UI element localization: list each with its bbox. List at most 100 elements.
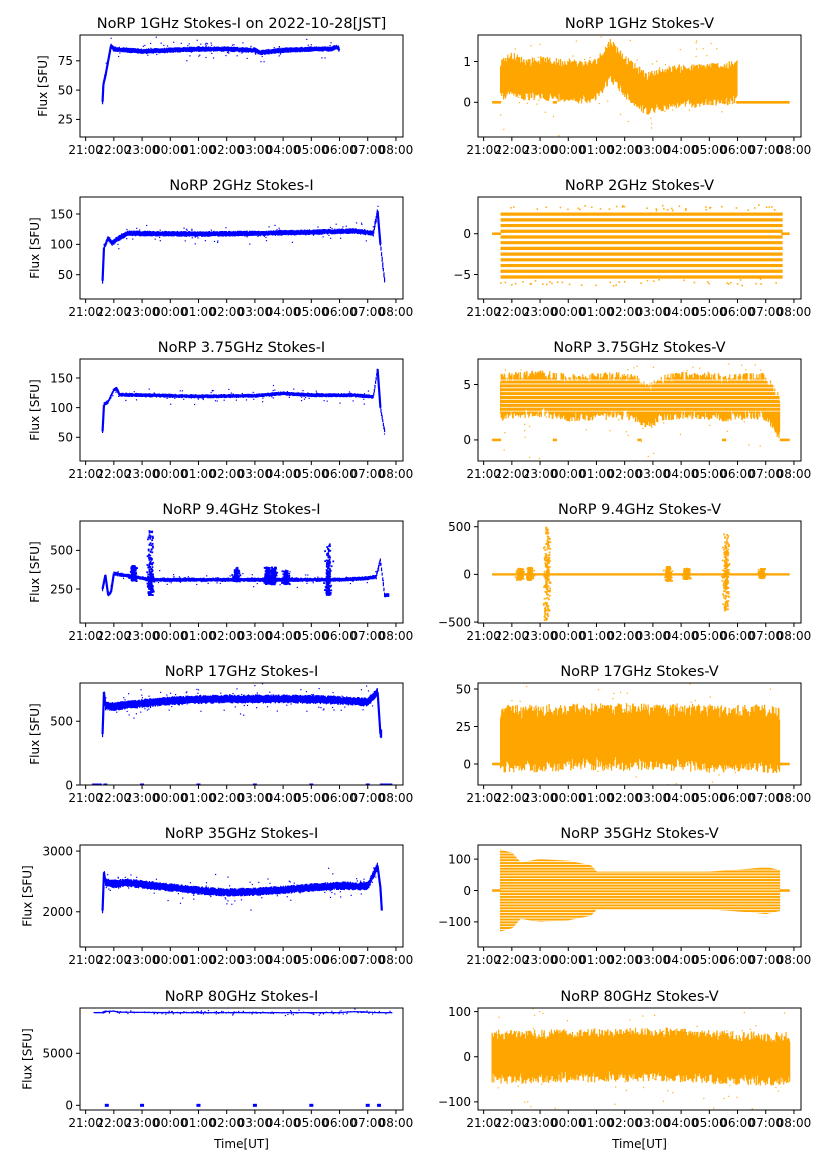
- data-point: [362, 709, 364, 711]
- data-point: [514, 282, 517, 285]
- spike-point: [131, 569, 133, 572]
- spike-point: [274, 580, 277, 583]
- spike-point: [727, 559, 729, 562]
- spike-point: [147, 554, 150, 557]
- spike-point: [148, 577, 151, 580]
- data-point: [603, 1049, 606, 1051]
- spike-point: [232, 579, 234, 582]
- data-point: [342, 577, 344, 580]
- y-axis-label: Flux [SFU]: [21, 865, 35, 926]
- data-point: [277, 578, 279, 580]
- data-point: [194, 890, 196, 892]
- data-point: [306, 578, 308, 581]
- spike-point: [149, 587, 152, 590]
- panel-9.4GHz-V: 21:0022:0023:0000:0001:0002:0003:0004:00…: [438, 502, 811, 643]
- data-point: [135, 399, 138, 401]
- data-point: [500, 114, 502, 116]
- data-point: [366, 1010, 368, 1012]
- data-point: [253, 398, 255, 400]
- data-point: [373, 867, 375, 869]
- spike-point: [726, 566, 728, 569]
- spike-point: [548, 581, 551, 584]
- data-point: [210, 391, 212, 394]
- axes-frame: [477, 682, 802, 786]
- data-point: [524, 423, 526, 426]
- data-point: [268, 394, 270, 396]
- x-tick-label: 07:00: [350, 953, 385, 967]
- data-point: [615, 716, 617, 718]
- data-point: [296, 394, 299, 396]
- data-point: [156, 1012, 158, 1015]
- data-point: [216, 400, 218, 402]
- data-point: [151, 881, 154, 883]
- spike-point: [547, 607, 549, 610]
- y-tick-label: 2000: [42, 905, 73, 919]
- spike-point: [723, 553, 726, 556]
- spike-point: [728, 544, 730, 546]
- data-point: [301, 396, 303, 398]
- spike-point: [281, 570, 284, 573]
- data-point: [735, 207, 738, 209]
- data-point: [254, 52, 257, 54]
- x-tick-label: 07:00: [748, 629, 783, 643]
- x-tick-label: 22:00: [97, 953, 132, 967]
- spike-point: [147, 592, 150, 594]
- data-point: [240, 899, 243, 901]
- data-point: [170, 48, 173, 50]
- zero-point: [382, 783, 387, 785]
- x-tick-label: 02:00: [209, 629, 244, 643]
- data-point: [315, 393, 318, 395]
- data-point: [159, 579, 161, 582]
- y-tick-label: 50: [456, 682, 471, 696]
- spike-point: [269, 583, 272, 585]
- spike-point: [723, 582, 725, 585]
- data-point: [606, 719, 609, 722]
- data-point: [760, 1052, 762, 1054]
- series-edge: [110, 44, 115, 50]
- spike-point: [267, 580, 270, 583]
- data-point: [132, 238, 134, 240]
- data-point: [329, 890, 331, 892]
- data-point: [686, 333, 687, 334]
- data-point: [289, 1009, 292, 1012]
- data-point: [302, 389, 304, 392]
- spike-point: [727, 592, 730, 595]
- data-point: [286, 391, 289, 393]
- spike-point: [131, 576, 134, 578]
- spike-point: [264, 580, 267, 583]
- data-point: [727, 98, 729, 100]
- data-point: [149, 706, 152, 709]
- spike-point: [725, 588, 728, 591]
- spike-point: [521, 575, 524, 578]
- data-point: [527, 95, 529, 97]
- data-point: [664, 110, 666, 112]
- data-point: [228, 52, 230, 54]
- series-band: [491, 1027, 791, 1086]
- spike-point: [727, 542, 730, 545]
- data-point: [236, 55, 238, 57]
- data-point: [693, 281, 696, 284]
- x-tick-label: 07:00: [350, 791, 385, 805]
- data-point: [278, 46, 280, 48]
- data-point: [597, 689, 600, 691]
- data-point: [178, 704, 180, 706]
- spike-point: [547, 544, 549, 546]
- x-tick-label: 04:00: [664, 629, 699, 643]
- data-point: [383, 276, 385, 278]
- data-point: [645, 73, 647, 75]
- data-point: [266, 706, 269, 708]
- spike-point: [275, 574, 278, 577]
- data-point: [734, 771, 736, 774]
- data-point: [659, 67, 661, 69]
- data-point: [663, 165, 664, 166]
- data-point: [585, 849, 586, 850]
- data-point: [176, 1011, 178, 1013]
- spike-point: [526, 567, 529, 570]
- data-point: [538, 1000, 539, 1001]
- data-point: [660, 759, 662, 761]
- x-tick-label: 03:00: [238, 143, 273, 157]
- data-point: [335, 231, 337, 233]
- data-point: [685, 208, 687, 210]
- data-point: [593, 396, 595, 398]
- panel-title: NoRP 9.4GHz Stokes-V: [558, 502, 721, 518]
